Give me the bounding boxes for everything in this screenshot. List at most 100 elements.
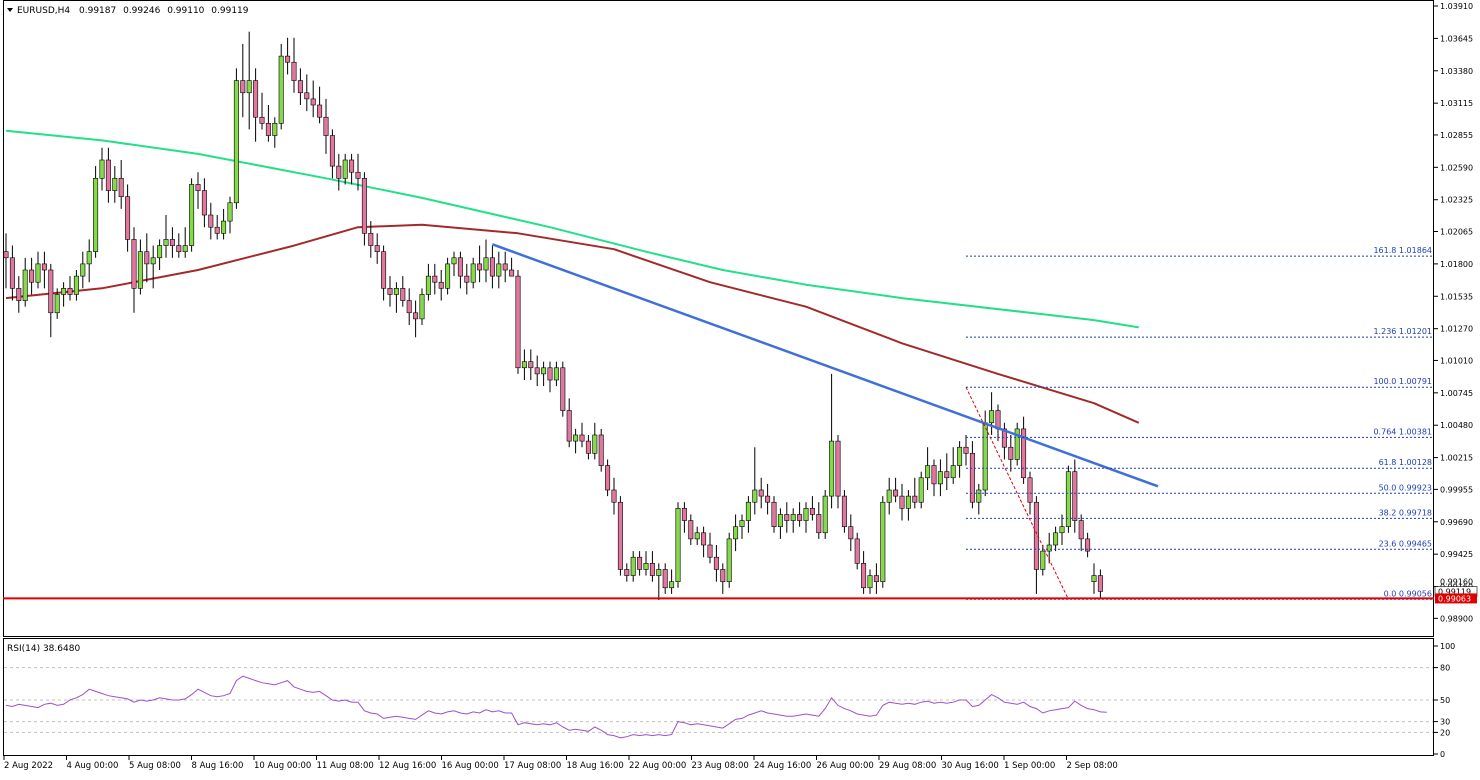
candle bbox=[419, 288, 425, 325]
candle bbox=[669, 569, 675, 594]
candle bbox=[374, 233, 380, 264]
candle bbox=[675, 502, 681, 588]
candle-body bbox=[547, 367, 553, 381]
candle-body bbox=[227, 202, 233, 222]
candle-body bbox=[387, 288, 393, 295]
candle-body bbox=[233, 80, 239, 204]
time-tick-label: 2 Aug 2022 bbox=[4, 761, 53, 771]
candle bbox=[541, 361, 547, 387]
candle bbox=[957, 441, 963, 478]
candle-body bbox=[739, 520, 745, 527]
candle bbox=[905, 490, 911, 521]
candle-body bbox=[253, 80, 259, 118]
candle-body bbox=[349, 159, 355, 173]
candle-body bbox=[822, 495, 828, 534]
candle-body bbox=[912, 495, 918, 503]
candle bbox=[1046, 532, 1052, 564]
candle-body bbox=[265, 123, 271, 136]
candle-body bbox=[1001, 428, 1007, 448]
candle-body bbox=[73, 275, 79, 295]
candle-body bbox=[931, 465, 937, 485]
candle bbox=[265, 105, 271, 142]
candle bbox=[400, 276, 406, 307]
candle-body bbox=[669, 581, 675, 589]
time-tick-label: 22 Aug 00:00 bbox=[629, 761, 686, 771]
price-tick-label: 1.02590 bbox=[1440, 163, 1473, 172]
candle bbox=[201, 178, 207, 228]
candle bbox=[861, 551, 867, 594]
candle bbox=[342, 153, 348, 185]
candle-body bbox=[144, 251, 150, 265]
candle-body bbox=[701, 532, 707, 546]
fib-level-label: 38.2 0.99718 bbox=[1379, 508, 1432, 517]
resistance-trendline bbox=[491, 243, 1159, 488]
fib-level-label: 100.0 1.00791 bbox=[1373, 377, 1432, 386]
candle-body bbox=[35, 263, 41, 283]
candle bbox=[829, 373, 835, 509]
candle bbox=[841, 490, 847, 533]
candle bbox=[349, 153, 355, 185]
candle-body bbox=[528, 361, 534, 369]
candle bbox=[989, 392, 995, 435]
candle bbox=[758, 477, 764, 509]
candle-body bbox=[1078, 520, 1084, 540]
candle-body bbox=[157, 245, 163, 259]
candle bbox=[573, 428, 579, 454]
candle-body bbox=[361, 178, 367, 234]
candle bbox=[432, 263, 438, 295]
candle-body bbox=[406, 300, 412, 314]
time-tick-label: 8 Aug 16:00 bbox=[192, 761, 244, 771]
candle bbox=[969, 441, 975, 509]
candle-body bbox=[221, 220, 227, 234]
rsi-tick-label: 20 bbox=[1440, 728, 1450, 737]
candle bbox=[176, 233, 182, 258]
time-tick-label: 4 Aug 00:00 bbox=[67, 761, 119, 771]
candle-body bbox=[560, 367, 566, 411]
candle-body bbox=[1085, 538, 1091, 552]
candle bbox=[611, 477, 617, 515]
time-tick-label: 26 Aug 00:00 bbox=[817, 761, 874, 771]
fib-swing-line bbox=[965, 386, 1069, 600]
candle-body bbox=[208, 214, 214, 228]
candle bbox=[54, 288, 60, 319]
time-tick-label: 30 Aug 16:00 bbox=[942, 761, 999, 771]
price-tick-label: 1.03910 bbox=[1440, 2, 1473, 11]
candle-body bbox=[105, 159, 111, 191]
candle bbox=[950, 447, 956, 484]
rsi-tick-label: 50 bbox=[1440, 696, 1450, 705]
candle-body bbox=[317, 104, 323, 118]
candle bbox=[720, 563, 726, 594]
candle-body bbox=[393, 288, 399, 295]
candle bbox=[73, 270, 79, 301]
candle-body bbox=[976, 489, 982, 503]
time-tick-label: 10 Aug 00:00 bbox=[254, 761, 311, 771]
candle-body bbox=[464, 275, 470, 283]
candle bbox=[413, 300, 419, 338]
candle-body bbox=[118, 178, 124, 197]
candle bbox=[598, 428, 604, 472]
candle-body bbox=[899, 495, 905, 509]
candle-body bbox=[131, 239, 137, 289]
candle-body bbox=[630, 556, 636, 576]
candle-body bbox=[617, 501, 623, 570]
candle-body bbox=[41, 263, 47, 271]
time-tick-label: 23 Aug 08:00 bbox=[692, 761, 749, 771]
candle bbox=[406, 288, 412, 325]
price-tick-label: 1.01010 bbox=[1440, 356, 1473, 365]
candle bbox=[329, 129, 335, 179]
candle bbox=[355, 153, 361, 191]
partial-price-tick-label: 0.99160 bbox=[1440, 578, 1473, 587]
candle-body bbox=[573, 434, 579, 442]
candle-body bbox=[48, 269, 54, 314]
candle bbox=[585, 435, 591, 460]
candle bbox=[393, 282, 399, 313]
candle-body bbox=[777, 514, 783, 527]
candle-body bbox=[272, 123, 278, 136]
price-panel-frame bbox=[3, 0, 1434, 637]
candle-body bbox=[54, 294, 60, 314]
rsi-tick-label: 80 bbox=[1440, 664, 1450, 673]
dropdown-triangle-icon[interactable] bbox=[7, 8, 13, 12]
